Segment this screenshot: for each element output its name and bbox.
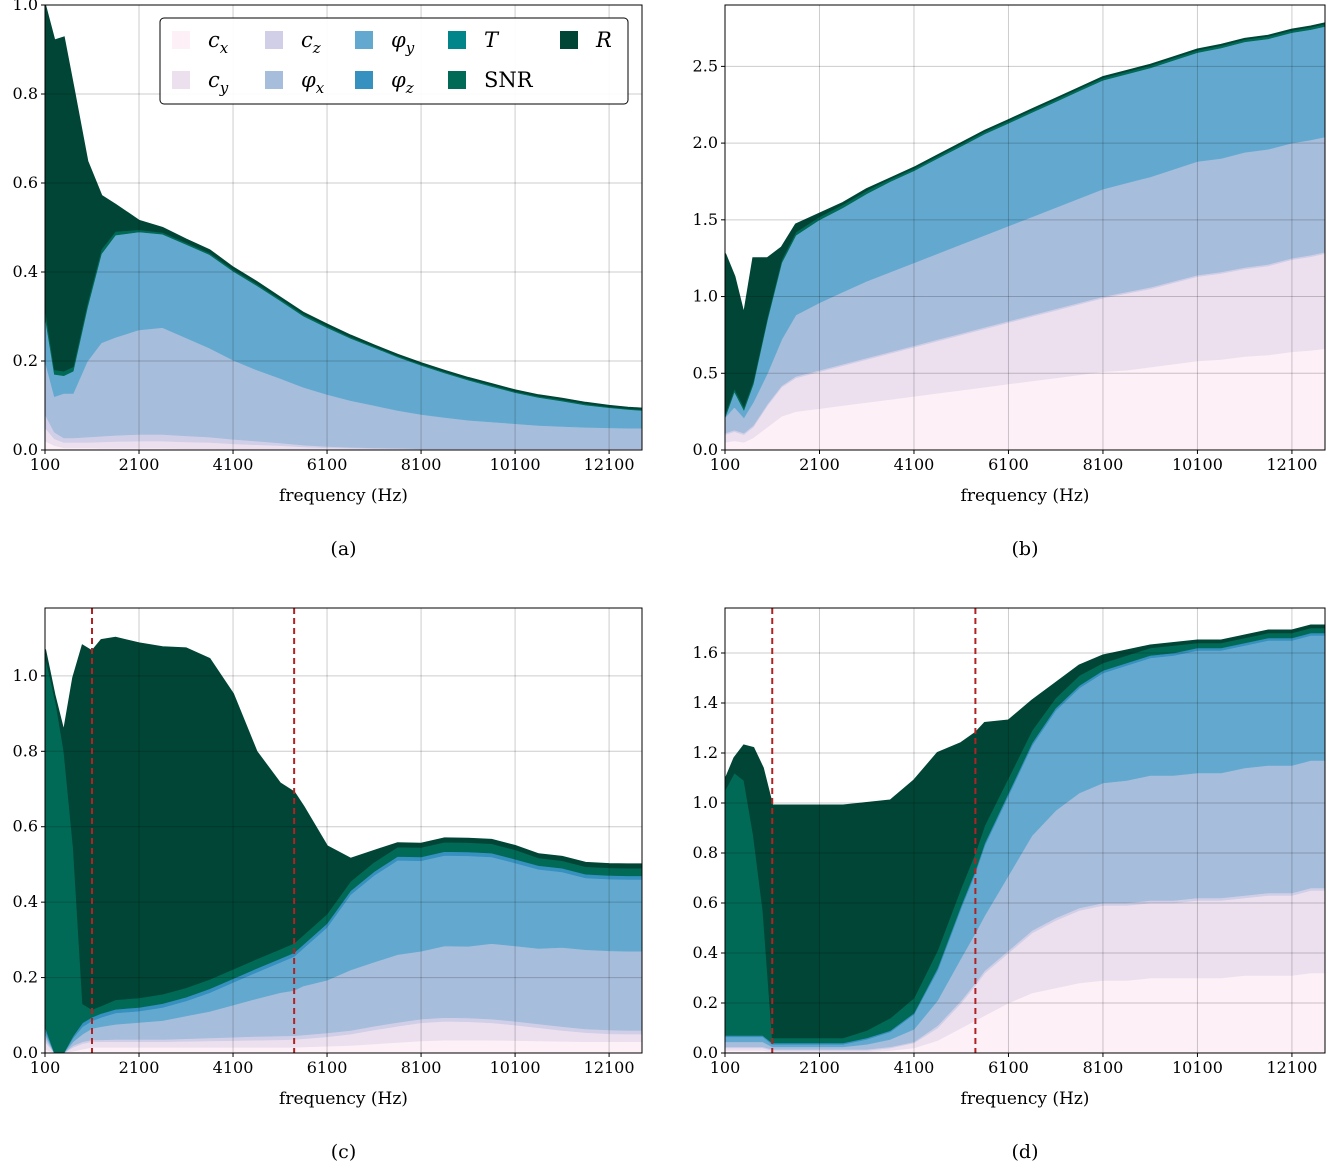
y-tick-label: 0.2 [693,993,718,1012]
legend-item-T: T [448,28,500,52]
x-tick-label: 100 [710,455,741,474]
legend-swatch [448,71,466,89]
axes-frame [44,4,643,451]
x-tick-label: 100 [710,1058,741,1077]
x-tick-label: 2100 [119,455,160,474]
legend-label: SNR [484,68,534,92]
x-tick-label: 8100 [401,1058,442,1077]
y-tick-label: 1.0 [693,287,718,306]
y-tick-label: 2.5 [693,56,718,75]
total-outline [725,624,1325,807]
x-tick-label: 10100 [1172,455,1223,474]
y-tick-label: 1.5 [693,210,718,229]
x-axis-label: frequency (Hz) [279,486,408,506]
legend-swatch [560,31,578,49]
x-tick-label: 12100 [1266,1058,1317,1077]
x-tick-label: 100 [30,455,61,474]
x-tick-label: 12100 [584,1058,635,1077]
x-tick-label: 8100 [1083,1058,1124,1077]
x-tick-label: 6100 [988,455,1029,474]
x-tick-label: 8100 [1083,455,1124,474]
x-tick-label: 10100 [1172,1058,1223,1077]
x-axis-label: frequency (Hz) [279,1089,408,1109]
x-axis-label: frequency (Hz) [961,486,1090,506]
x-tick-label: 2100 [799,1058,840,1077]
y-tick-label: 0.0 [13,1043,38,1062]
grid [724,5,1325,451]
x-tick-label: 10100 [490,455,541,474]
total-outline [725,22,1325,316]
legend-swatch [355,31,373,49]
x-tick-label: 4100 [894,1058,935,1077]
y-tick-label: 0.4 [13,892,38,911]
total-outline [45,5,642,410]
y-tick-label: 0.8 [13,741,38,760]
x-tick-label: 4100 [213,455,254,474]
y-tick-label: 0.0 [693,440,718,459]
y-tick-label: 1.6 [693,643,718,662]
y-tick-label: 1.0 [13,0,38,14]
area-layers [45,5,642,450]
legend-swatch [265,31,283,49]
x-tick-label: 4100 [213,1058,254,1077]
total-outline [45,636,642,866]
legend-label: T [484,28,500,52]
y-tick-label: 0.0 [13,440,38,459]
chart-panel-d: 100 2100 4100 6100 8100 10100 12100 0.0 0.2 0.4 0.… [693,607,1326,1163]
y-tick-label: 0.4 [13,262,38,281]
legend-swatch [172,31,190,49]
x-tick-label: 6100 [988,1058,1029,1077]
y-tick-label: 0.2 [13,351,38,370]
legend-swatch [265,71,283,89]
panel-caption: (a) [330,538,356,560]
y-tick-label: 0.6 [13,173,38,192]
x-tick-label: 12100 [584,455,635,474]
y-tick-label: 1.4 [693,693,718,712]
y-tick-label: 0.0 [693,1043,718,1062]
y-tick-label: 1.0 [13,666,38,685]
legend-swatch [355,71,373,89]
panel-caption: (b) [1012,538,1039,560]
axes-frame [44,607,643,1054]
x-tick-label: 8100 [401,455,442,474]
y-tick-label: 0.4 [693,943,718,962]
area-layers [725,624,1325,1053]
y-tick-label: 1.2 [693,743,718,762]
x-tick-label: 6100 [307,455,348,474]
y-tick-label: 0.8 [693,843,718,862]
y-tick-label: 0.5 [693,363,718,382]
x-tick-label: 12100 [1266,455,1317,474]
area-layers [725,22,1325,450]
legend-label: R [595,28,612,52]
legend-swatch [172,71,190,89]
x-tick-label: 10100 [490,1058,541,1077]
y-tick-label: 0.6 [693,893,718,912]
chart-panel-c: 100 2100 4100 6100 8100 10100 12100 0.0 0.2 0.4 0.… [13,607,643,1163]
y-tick-label: 0.6 [13,817,38,836]
y-tick-label: 1.0 [693,793,718,812]
x-tick-label: 6100 [307,1058,348,1077]
y-tick-label: 0.8 [13,84,38,103]
y-tick-label: 2.0 [693,133,718,152]
x-tick-label: 2100 [119,1058,160,1077]
legend-item-SNR: SNR [448,68,534,92]
panel-caption: (d) [1012,1141,1039,1163]
x-tick-label: 100 [30,1058,61,1077]
area-layers [45,636,642,1053]
panel-caption: (c) [331,1141,356,1163]
legend-swatch [448,31,466,49]
x-axis-label: frequency (Hz) [961,1089,1090,1109]
x-tick-label: 4100 [894,455,935,474]
y-tick-label: 0.2 [13,968,38,987]
chart-panel-a: 100 2100 4100 6100 8100 10100 12100 0.0 0.2 0.4 0.… [13,0,643,560]
legend-item-R: R [560,28,612,52]
axes-frame [724,4,1326,451]
axes-frame [724,607,1326,1054]
x-tick-label: 2100 [799,455,840,474]
chart-panel-b: 100 2100 4100 6100 8100 10100 12100 0.0 0.5 1.0 1.… [693,4,1326,560]
